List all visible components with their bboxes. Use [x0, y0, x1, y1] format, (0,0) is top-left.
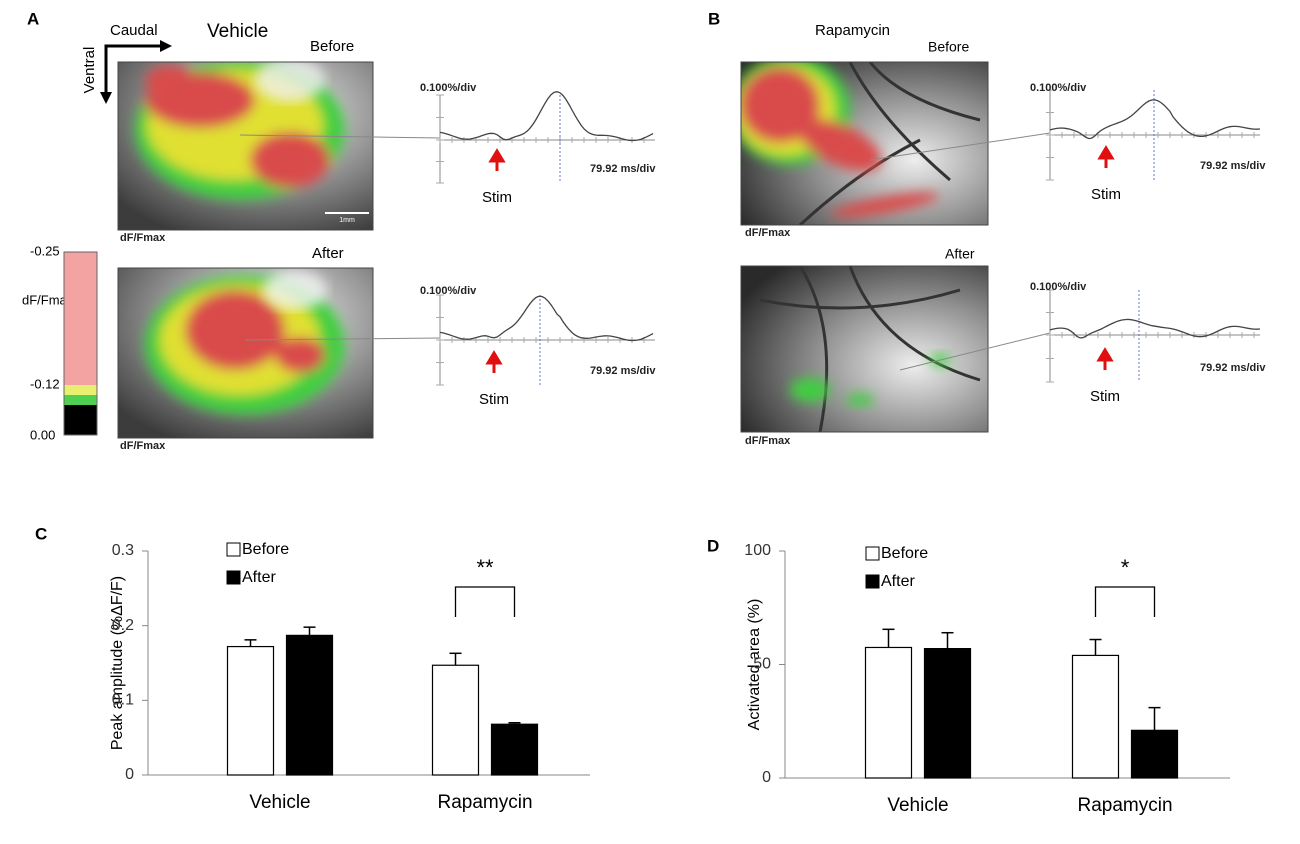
bar: [431, 664, 480, 776]
panel-letter: D: [707, 536, 719, 555]
connector: [239, 134, 441, 139]
x-tick-label: Rapamycin: [437, 792, 532, 813]
connector: [244, 337, 441, 341]
image-rapamycin-before: [741, 62, 988, 225]
y-tick-label: 0.1: [112, 692, 134, 709]
stim-arrow: [1097, 145, 1115, 168]
y-tick-label: 0.2: [112, 617, 134, 634]
stim-label: Stim: [482, 189, 512, 206]
y-axis-label: Activated area (%): [746, 599, 763, 731]
trace-scale-y: 0.100%/div: [420, 82, 477, 94]
stim-arrow: [488, 148, 506, 171]
bar: [226, 645, 275, 776]
legend-swatch: [226, 570, 241, 585]
bar: [285, 634, 334, 776]
colorbar-frame: [63, 251, 98, 436]
stim-label: Stim: [1091, 186, 1121, 203]
y-tick-label: 0: [125, 766, 134, 783]
stim-label: Stim: [479, 391, 509, 408]
trace: [1049, 99, 1261, 140]
panel-letter: A: [27, 9, 39, 28]
bar: [1071, 654, 1120, 779]
trace-scale-x: 79.92 ms/div: [590, 163, 656, 175]
trace: [1049, 318, 1261, 339]
connector: [869, 132, 1051, 161]
trace-scale-y: 0.100%/div: [1030, 281, 1087, 293]
y-tick-label: 100: [744, 542, 771, 559]
significance-label: *: [1121, 555, 1130, 580]
trace-scale-x: 79.92 ms/div: [590, 365, 656, 377]
colorbar-tick: -0.12: [30, 376, 60, 391]
image-vehicle-before: [118, 62, 373, 230]
trace-scale-x: 79.92 ms/div: [1200, 362, 1266, 374]
colorbar-yellow: [64, 385, 97, 395]
trace: [439, 295, 654, 342]
significance-bracket: [1094, 586, 1156, 617]
stim-arrow: [485, 350, 503, 373]
image-label: dF/Fmax: [745, 435, 791, 447]
legend-swatch: [226, 542, 241, 557]
after-label: After: [945, 246, 975, 262]
x-tick-label: Vehicle: [887, 795, 948, 816]
before-label: Before: [310, 38, 354, 55]
panel-title: Vehicle: [207, 21, 268, 42]
orientation-arrows: [104, 44, 168, 100]
after-label: After: [312, 245, 344, 262]
trace: [439, 91, 654, 142]
trace-scale-x: 79.92 ms/div: [1200, 160, 1266, 172]
image-label: dF/Fmax: [120, 440, 166, 452]
image-vehicle-after: [118, 268, 373, 438]
panel-letter: B: [708, 9, 720, 28]
image-label: dF/Fmax: [745, 227, 791, 239]
panel-letter: C: [35, 524, 47, 543]
x-tick-label: Vehicle: [249, 792, 310, 813]
y-tick-label: 0.3: [112, 542, 134, 559]
before-label: Before: [928, 39, 969, 55]
image-frame: [740, 265, 989, 433]
axis-caudal: Caudal: [110, 22, 158, 39]
bar: [490, 723, 539, 776]
trace-scale-y: 0.100%/div: [420, 285, 477, 297]
image-rapamycin-after: [741, 266, 988, 432]
colorbar-black: [64, 405, 97, 435]
x-tick-label: Rapamycin: [1077, 795, 1172, 816]
colorbar-tick: -0.25: [30, 243, 60, 258]
scale-bar-label: 1mm: [339, 217, 355, 224]
bar: [864, 646, 913, 779]
stim-label: Stim: [1090, 388, 1120, 405]
y-axis-label: Peak amplitude (%ΔF/F): [109, 576, 126, 750]
legend-label: After: [881, 573, 915, 590]
panel-title: Rapamycin: [815, 22, 890, 39]
colorbar-tick: 0.00: [30, 427, 55, 442]
legend-label: Before: [881, 545, 928, 562]
significance-bracket: [454, 586, 516, 617]
y-tick-label: 0: [762, 769, 771, 786]
y-tick-label: 50: [753, 656, 771, 673]
legend-label: After: [242, 569, 276, 586]
bar: [923, 648, 972, 779]
connector: [899, 332, 1051, 371]
trace-scale-y: 0.100%/div: [1030, 82, 1087, 94]
legend-swatch: [865, 574, 880, 589]
colorbar-red: [64, 252, 97, 385]
image-frame: [117, 267, 374, 439]
image-frame: [117, 61, 374, 231]
stim-arrow: [1096, 347, 1114, 370]
arrow-heads: [100, 40, 172, 104]
image-label: dF/Fmax: [120, 232, 166, 244]
image-frame: [740, 61, 989, 226]
colorbar-green: [64, 395, 97, 405]
legend-label: Before: [242, 541, 289, 558]
legend-swatch: [865, 546, 880, 561]
significance-label: **: [476, 555, 494, 580]
bar: [1130, 729, 1179, 779]
axis-ventral: Ventral: [81, 47, 98, 94]
